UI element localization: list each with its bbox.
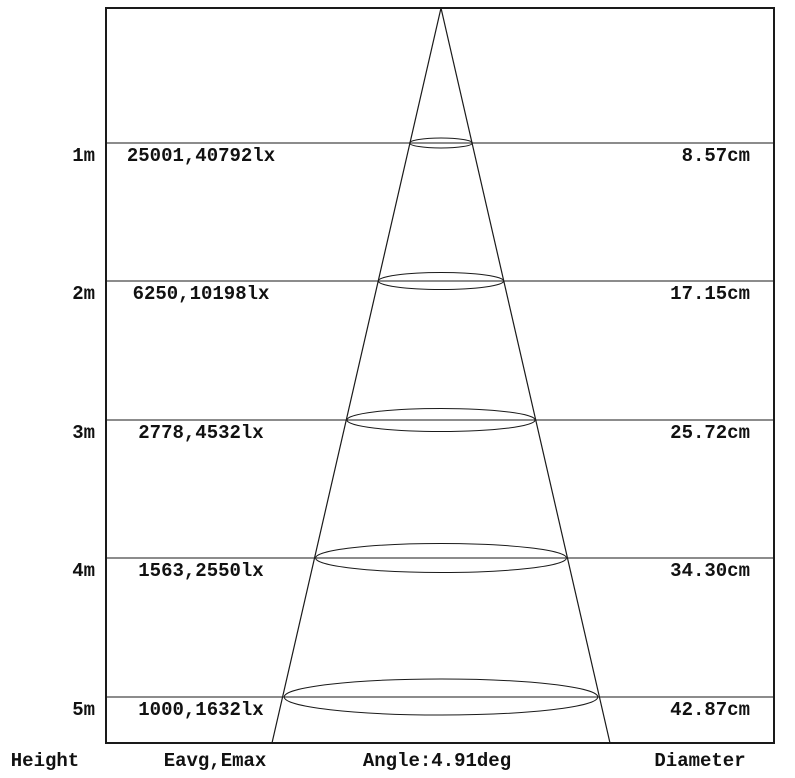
beam-ellipse-1m: [409, 137, 473, 149]
height-label-3m: 3m: [72, 422, 95, 444]
footer-diameter-caption: Diameter: [654, 750, 746, 772]
footer-beam-angle-caption: Angle:4.91deg: [362, 750, 512, 772]
plot-border: [105, 7, 775, 744]
beam-ellipse-2m: [377, 272, 505, 290]
footer-eavg-emax-caption: Eavg,Emax: [163, 750, 267, 772]
beam-ellipse-5m: [283, 678, 599, 716]
height-label-1m: 1m: [72, 145, 95, 167]
beam-ellipse-3m: [346, 408, 536, 432]
lux-value-4m: 1563,2550lx: [138, 560, 264, 582]
height-label-5m: 5m: [72, 699, 95, 721]
height-label-4m: 4m: [72, 560, 95, 582]
lux-value-2m: 6250,10198lx: [132, 283, 270, 305]
height-label-2m: 2m: [72, 283, 95, 305]
lux-value-3m: 2778,4532lx: [138, 422, 264, 444]
diameter-value-2m: 17.15cm: [670, 283, 750, 305]
beam-ellipse-4m: [315, 543, 567, 573]
footer-height-caption: Height: [10, 750, 80, 772]
lux-value-5m: 1000,1632lx: [138, 699, 264, 721]
diameter-value-3m: 25.72cm: [670, 422, 750, 444]
lux-value-1m: 25001,40792lx: [126, 145, 276, 167]
diameter-value-4m: 34.30cm: [670, 560, 750, 582]
cone-left-edge: [271, 7, 442, 744]
diameter-value-1m: 8.57cm: [681, 145, 750, 167]
cone-right-edge: [440, 7, 611, 744]
diameter-value-5m: 42.87cm: [670, 699, 750, 721]
